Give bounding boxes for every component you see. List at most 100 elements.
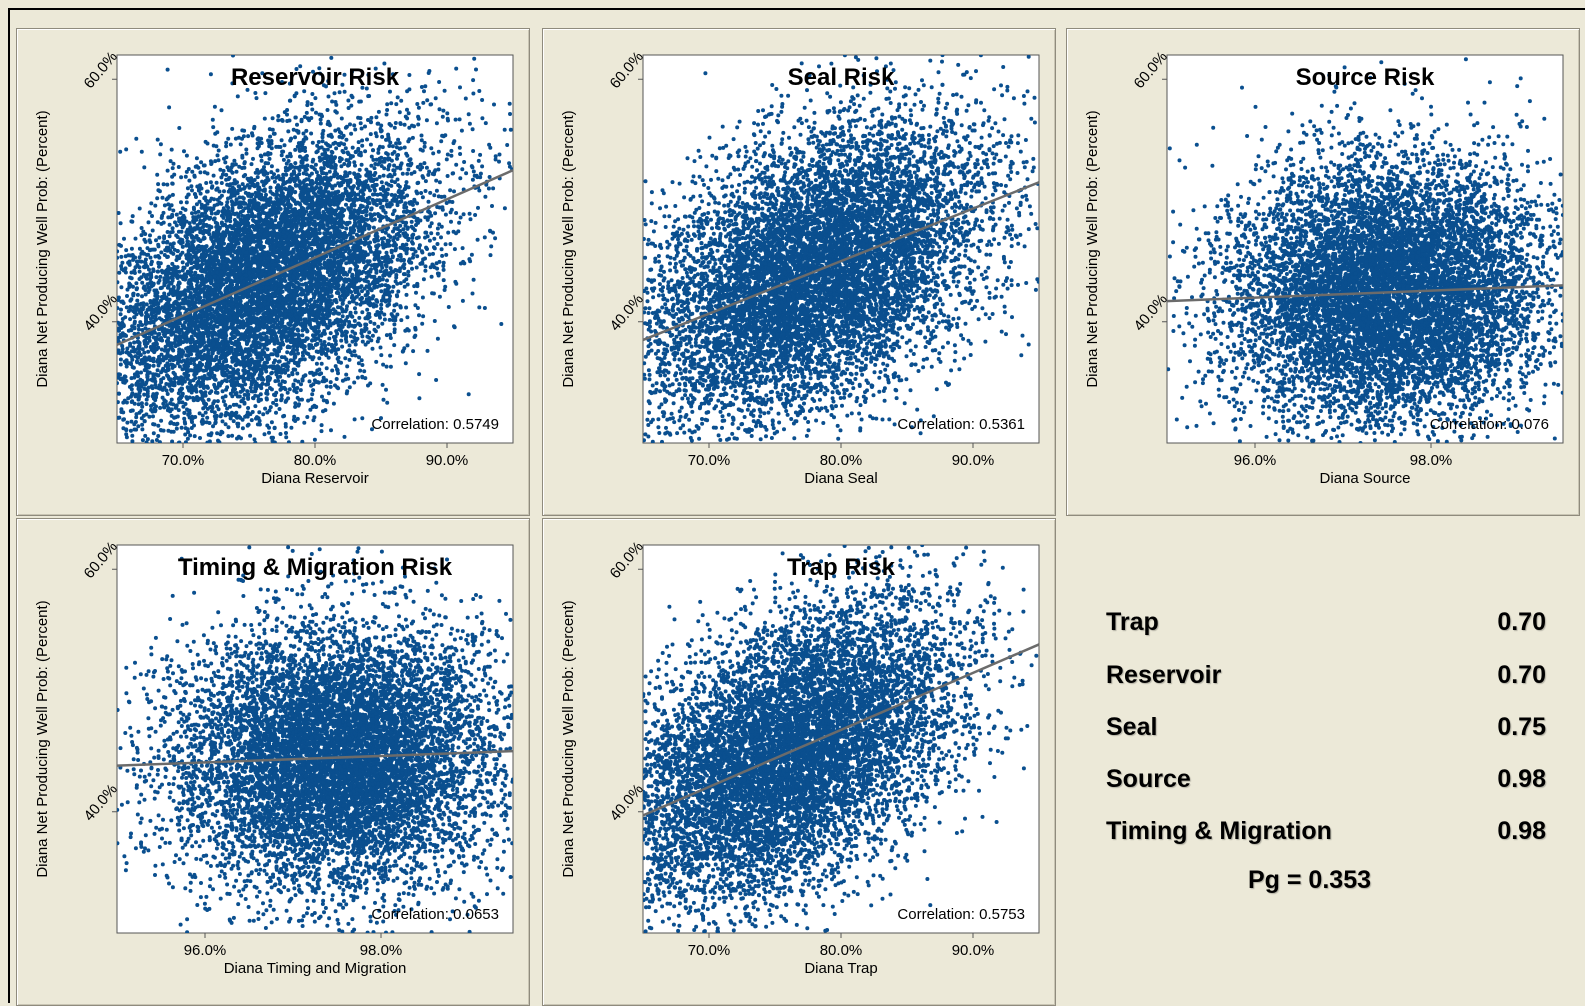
scatter-point [134,303,139,307]
scatter-point [226,425,231,430]
scatter-point [402,262,407,267]
scatter-point [360,363,365,367]
scatter-point [320,132,325,137]
scatter-point [235,415,240,420]
scatter-point [120,347,125,352]
scatter-point [428,102,433,107]
scatter-point [353,175,358,180]
scatter-point [340,135,345,140]
scatter-point [352,160,357,165]
scatter-point [352,123,357,128]
scatter-point [306,352,311,356]
scatter-point [132,268,137,273]
scatter-point [401,258,406,263]
scatter-point [374,303,379,308]
scatter-point [225,200,230,205]
scatter-point [193,270,198,275]
scatter-point [327,336,332,341]
scatter-point [120,260,125,265]
scatter-point [386,174,391,179]
scatter-point [326,79,331,84]
scatter-point [278,432,283,436]
scatter-point [347,269,352,274]
scatter-point [405,193,410,198]
scatter-point [242,186,246,191]
scatter-point [294,128,299,133]
scatter-point [232,158,237,163]
scatter-point [167,105,172,110]
scatter-point [322,275,326,280]
scatter-point [470,177,475,182]
scatter-point [254,415,259,420]
scatter-point [190,169,195,174]
scatter-point [443,212,448,217]
scatter-point [460,246,465,251]
scatter-point [347,300,352,305]
scatter-point [168,242,173,247]
scatter-point [390,144,395,149]
scatter-point [326,94,331,99]
scatter-point [175,414,180,419]
scatter-point [347,343,352,348]
scatter-point [445,152,450,157]
scatter-point [292,414,297,419]
scatter-point [180,260,185,265]
scatter-point [295,229,300,234]
scatter-point [374,359,379,364]
scatter-point [190,240,194,245]
scatter-point [472,56,477,61]
scatter-point [329,349,334,354]
scatter-point [165,182,170,187]
scatter-point [349,103,354,108]
scatter-point [226,434,231,439]
scatter-point [344,137,349,142]
scatter-point [135,286,139,291]
point-cloud [117,55,513,443]
scatter-point [256,136,261,141]
scatter-point [281,157,286,162]
scatter-point [143,326,148,331]
scatter-point [136,327,141,332]
scatter-point [215,367,220,372]
scatter-point [424,118,429,123]
scatter-point [169,420,173,425]
scatter-point [394,102,399,107]
scatter-point [171,161,176,166]
scatter-point [192,362,197,367]
scatter-point [150,214,154,218]
scatter-point [336,386,341,391]
scatter-point [437,294,442,299]
scatter-point [211,217,216,222]
scatter-point [177,219,182,224]
scatter-point [156,327,161,332]
scatter-point [149,201,154,206]
scatter-point [272,172,276,177]
scatter-point [130,439,135,443]
scatter-point [284,435,289,440]
scatter-point [163,399,168,404]
scatter-point [423,215,428,220]
scatter-point [322,182,327,187]
scatter-point [117,381,119,386]
scatter-point [370,346,375,351]
scatter-point [379,289,384,294]
scatter-point [309,164,314,169]
scatter-point [357,99,362,104]
scatter-point [369,115,374,120]
scatter-point [326,190,331,195]
scatter-point [329,55,334,60]
scatter-point [476,205,480,210]
scatter-point [168,345,173,350]
scatter-point [389,174,394,179]
scatter-point [140,294,144,299]
scatter-point [439,235,443,240]
scatter-point [291,347,296,352]
scatter-point [319,265,324,270]
scatter-point [318,180,323,185]
scatter-point [274,398,279,403]
scatter-point [335,356,340,361]
scatter-point [415,254,420,259]
scatter-point [194,383,198,388]
scatter-point [289,337,294,341]
scatter-point [457,117,462,122]
